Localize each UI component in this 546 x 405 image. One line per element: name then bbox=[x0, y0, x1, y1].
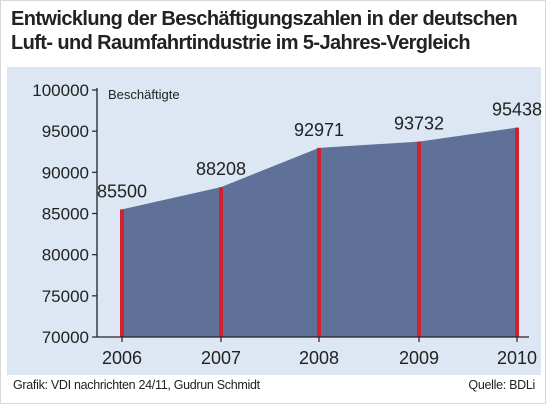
y-tick-label: 90000 bbox=[42, 163, 89, 182]
data-label-2009: 93732 bbox=[394, 114, 444, 134]
data-source: Quelle: BDLi bbox=[468, 378, 535, 392]
y-tick-label: 100000 bbox=[32, 81, 89, 100]
y-axis-label: Beschäftigte bbox=[108, 87, 180, 102]
chart-title: Entwicklung der Beschäftigungszahlen in … bbox=[11, 7, 541, 55]
x-tick-label-2010: 2010 bbox=[497, 348, 537, 368]
data-label-2006: 85500 bbox=[97, 181, 147, 201]
x-tick-label-2007: 2007 bbox=[201, 348, 241, 368]
y-tick-label: 85000 bbox=[42, 205, 89, 224]
y-tick-label: 95000 bbox=[42, 122, 89, 141]
data-label-2008: 92971 bbox=[294, 120, 344, 140]
chart-title-line-1: Entwicklung der Beschäftigungszahlen in … bbox=[11, 8, 518, 30]
y-tick-label: 75000 bbox=[42, 287, 89, 306]
x-tick-label-2009: 2009 bbox=[399, 348, 439, 368]
x-tick-label-2008: 2008 bbox=[299, 348, 339, 368]
y-tick-label: 70000 bbox=[42, 328, 89, 347]
chart-title-line-2: Luft- und Raumfahrtindustrie im 5-Jahres… bbox=[11, 32, 471, 54]
graphic-credit: Grafik: VDI nachrichten 24/11, Gudrun Sc… bbox=[13, 378, 260, 392]
y-tick-label: 80000 bbox=[42, 246, 89, 265]
x-tick-label-2006: 2006 bbox=[102, 348, 142, 368]
data-label-2007: 88208 bbox=[196, 159, 246, 179]
data-label-2010: 95438 bbox=[492, 100, 542, 120]
